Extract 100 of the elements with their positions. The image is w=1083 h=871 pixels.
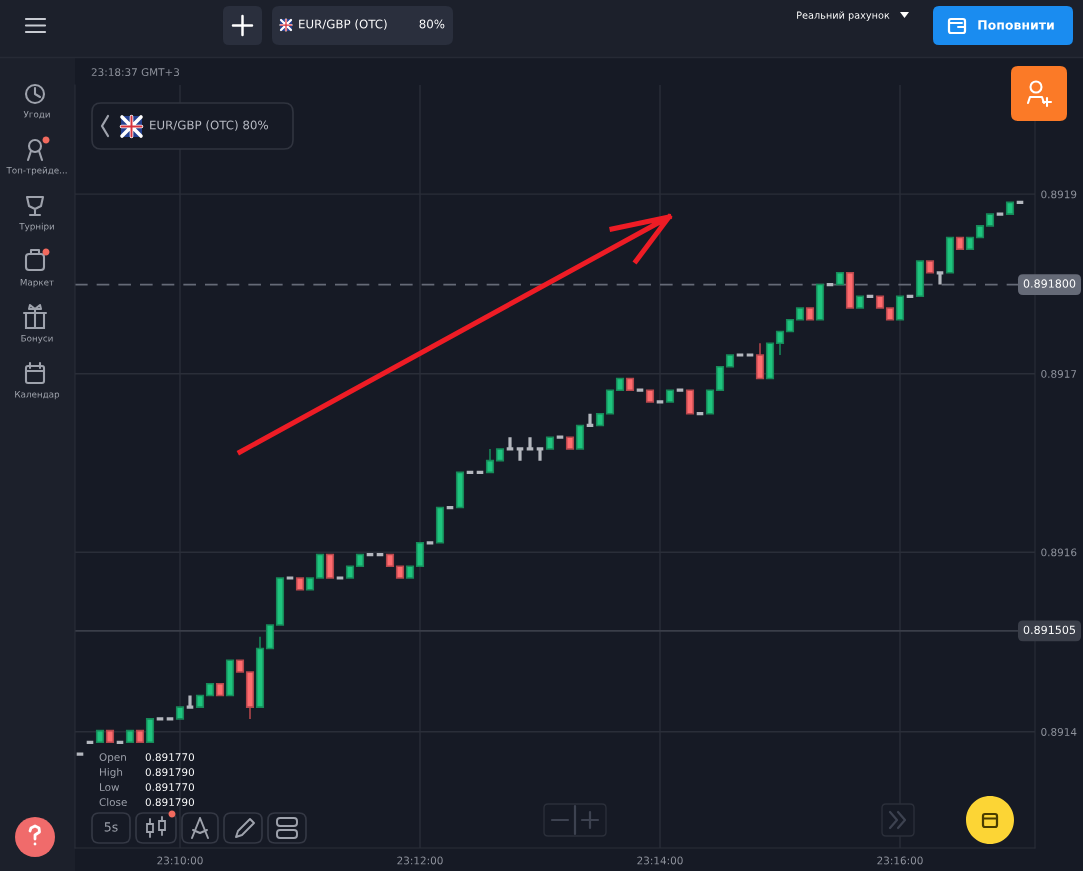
candlestick xyxy=(245,671,255,720)
candlestick xyxy=(95,729,105,744)
text: Бонуси xyxy=(21,335,53,344)
candlestick xyxy=(205,682,215,697)
candlestick xyxy=(665,389,675,403)
candlestick xyxy=(295,577,305,591)
candlestick xyxy=(355,553,365,568)
y-tick-label: 0.8919 xyxy=(1041,190,1077,199)
candlestick xyxy=(185,695,195,709)
annotation: Close xyxy=(99,797,127,807)
text: 80% xyxy=(419,19,445,29)
candlestick xyxy=(255,635,265,708)
candlestick xyxy=(345,565,355,579)
candlestick xyxy=(875,295,885,309)
candlestick xyxy=(435,506,445,544)
annotation: Low xyxy=(100,783,120,792)
annotation: 0.891770 xyxy=(145,783,195,792)
candlestick xyxy=(225,659,235,697)
candlestick xyxy=(615,377,625,391)
candlestick xyxy=(195,694,205,708)
candlestick xyxy=(105,729,115,744)
text: Топ-трейде... xyxy=(6,166,67,176)
candlestick xyxy=(525,437,535,451)
text: EUR/GBP (OTC) xyxy=(299,19,387,30)
ref-line-label: 0.891505 xyxy=(1023,625,1076,635)
candlestick xyxy=(945,236,955,274)
candlestick xyxy=(175,706,185,720)
x-tick-label: 23:12:00 xyxy=(397,856,443,865)
candlestick xyxy=(625,377,635,391)
candlestick xyxy=(585,413,595,428)
candlestick xyxy=(495,448,505,462)
candlestick xyxy=(975,225,985,239)
candlestick xyxy=(835,272,845,286)
annotation: Open xyxy=(99,753,126,764)
text: Реальний рахунок xyxy=(797,11,890,21)
candlestick xyxy=(815,283,825,321)
ref-line-label: 0.891800 xyxy=(1023,279,1076,288)
y-tick-label: 0.8916 xyxy=(1041,548,1077,557)
text: EUR/GBP (OTC) 80% xyxy=(150,120,268,131)
candlestick xyxy=(135,729,145,744)
candlestick xyxy=(855,295,865,309)
candlestick xyxy=(925,260,935,274)
candlestick xyxy=(725,354,735,368)
candlestick xyxy=(125,729,135,744)
candlestick xyxy=(535,447,545,461)
candlestick xyxy=(305,577,315,591)
candlestick xyxy=(575,424,585,450)
candlestick xyxy=(1005,201,1015,215)
candlestick xyxy=(845,272,855,309)
x-tick-label: 23:16:00 xyxy=(877,856,923,865)
candlestick xyxy=(385,553,395,568)
annotation: 0.891790 xyxy=(145,768,195,777)
annotation: High xyxy=(100,767,123,779)
candlestick xyxy=(215,682,225,697)
candlestick xyxy=(415,542,425,568)
candlestick xyxy=(895,295,905,321)
candlestick xyxy=(235,659,245,673)
y-tick-label: 0.8917 xyxy=(1041,369,1077,378)
annotation: 0.891790 xyxy=(145,798,195,807)
text: Маркет xyxy=(20,279,54,288)
candlestick xyxy=(605,389,615,415)
candlestick xyxy=(595,412,605,427)
candlestick xyxy=(505,437,515,451)
x-tick-label: 23:10:00 xyxy=(157,856,203,865)
candlestick xyxy=(265,624,275,650)
y-tick-label: 0.8914 xyxy=(1041,728,1077,736)
candlestick xyxy=(885,307,895,321)
candlestick xyxy=(565,436,575,450)
candlestick xyxy=(485,448,495,474)
text: Календар xyxy=(15,391,60,400)
candlestick xyxy=(795,307,805,321)
text: Угоди xyxy=(23,111,50,119)
candlestick xyxy=(765,342,775,380)
candlestick xyxy=(395,565,405,579)
candlestick xyxy=(715,365,725,391)
candlestick xyxy=(275,577,285,626)
candlestick xyxy=(955,236,965,251)
candlestick xyxy=(315,553,325,579)
candlestick xyxy=(455,471,465,509)
candlestick xyxy=(965,236,975,251)
candlestick xyxy=(805,307,815,321)
candlestick xyxy=(915,260,925,298)
candlestick xyxy=(545,436,555,450)
text: Турніри xyxy=(19,222,54,232)
candlestick xyxy=(515,447,525,461)
candlestick xyxy=(935,271,945,285)
candlestick xyxy=(785,319,795,333)
candlestick xyxy=(405,565,415,579)
candlestick xyxy=(325,553,335,579)
x-tick-label: 23:14:00 xyxy=(637,856,683,865)
candlestick xyxy=(685,389,695,415)
candlestick xyxy=(755,342,765,380)
candlestick xyxy=(985,213,995,227)
candlestick xyxy=(645,389,655,403)
annotation: 5s xyxy=(104,822,118,832)
text: Поповнити xyxy=(978,20,1054,30)
text: 23:18:37 GMT+3 xyxy=(91,68,180,77)
candlestick xyxy=(705,389,715,415)
candlestick xyxy=(145,718,155,744)
annotation: 0.891770 xyxy=(145,753,195,762)
